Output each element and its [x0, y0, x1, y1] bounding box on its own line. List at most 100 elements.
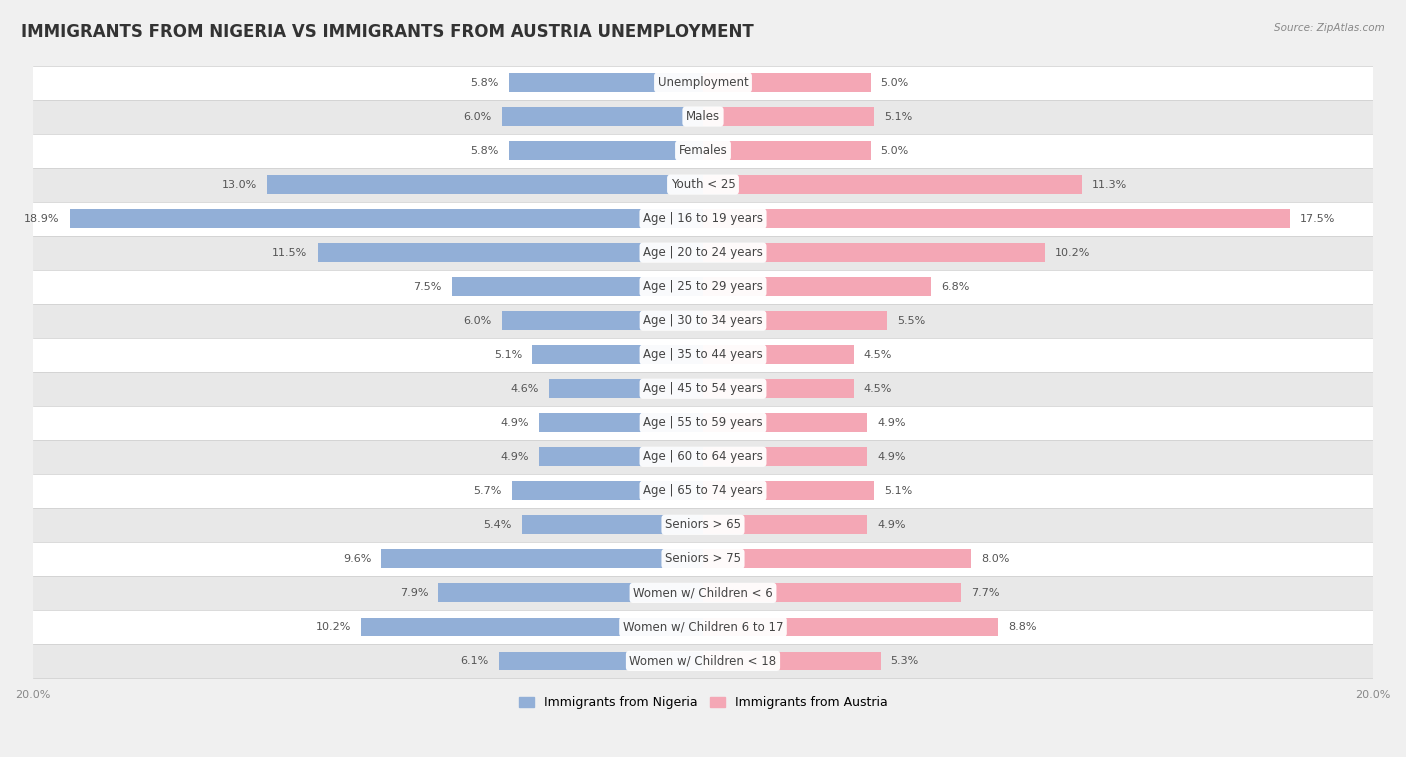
Text: Women w/ Children 6 to 17: Women w/ Children 6 to 17 [623, 621, 783, 634]
Bar [703, 243, 1045, 262]
Legend: Immigrants from Nigeria, Immigrants from Austria: Immigrants from Nigeria, Immigrants from… [513, 691, 893, 714]
Bar [703, 618, 998, 636]
Bar [703, 175, 1081, 194]
Text: 5.1%: 5.1% [884, 486, 912, 496]
Text: Age | 16 to 19 years: Age | 16 to 19 years [643, 212, 763, 225]
Bar [703, 345, 853, 364]
Bar [538, 447, 703, 466]
Text: 4.9%: 4.9% [877, 418, 905, 428]
Text: 10.2%: 10.2% [316, 621, 352, 632]
Text: 17.5%: 17.5% [1299, 213, 1334, 223]
Text: 4.5%: 4.5% [863, 350, 893, 360]
Text: Age | 55 to 59 years: Age | 55 to 59 years [643, 416, 763, 429]
Text: Age | 60 to 64 years: Age | 60 to 64 years [643, 450, 763, 463]
Bar [548, 379, 703, 398]
Text: Age | 35 to 44 years: Age | 35 to 44 years [643, 348, 763, 361]
Text: 7.9%: 7.9% [399, 588, 429, 598]
Bar [703, 209, 1289, 228]
Text: IMMIGRANTS FROM NIGERIA VS IMMIGRANTS FROM AUSTRIA UNEMPLOYMENT: IMMIGRANTS FROM NIGERIA VS IMMIGRANTS FR… [21, 23, 754, 41]
Text: 11.3%: 11.3% [1092, 179, 1128, 189]
Bar [703, 516, 868, 534]
Bar [32, 406, 1374, 440]
Bar [32, 66, 1374, 99]
Text: 4.6%: 4.6% [510, 384, 538, 394]
Bar [502, 311, 703, 330]
Text: Age | 45 to 54 years: Age | 45 to 54 years [643, 382, 763, 395]
Text: Age | 25 to 29 years: Age | 25 to 29 years [643, 280, 763, 293]
Bar [703, 550, 972, 569]
Text: 13.0%: 13.0% [222, 179, 257, 189]
Bar [703, 73, 870, 92]
Text: 8.0%: 8.0% [981, 554, 1010, 564]
Bar [267, 175, 703, 194]
Bar [703, 652, 880, 670]
Bar [32, 167, 1374, 201]
Bar [32, 201, 1374, 235]
Text: 10.2%: 10.2% [1054, 248, 1090, 257]
Bar [32, 610, 1374, 644]
Bar [32, 576, 1374, 610]
Text: 4.9%: 4.9% [877, 452, 905, 462]
Bar [703, 379, 853, 398]
Bar [32, 235, 1374, 269]
Bar [32, 644, 1374, 678]
Bar [703, 584, 962, 603]
Bar [318, 243, 703, 262]
Text: 5.0%: 5.0% [880, 145, 908, 156]
Text: 5.1%: 5.1% [884, 111, 912, 122]
Bar [531, 345, 703, 364]
Text: Age | 30 to 34 years: Age | 30 to 34 years [643, 314, 763, 327]
Text: 4.9%: 4.9% [877, 520, 905, 530]
Text: 5.3%: 5.3% [890, 656, 920, 666]
Text: 6.0%: 6.0% [464, 111, 492, 122]
Text: 5.4%: 5.4% [484, 520, 512, 530]
Bar [69, 209, 703, 228]
Text: 4.9%: 4.9% [501, 452, 529, 462]
Bar [32, 542, 1374, 576]
Text: Women w/ Children < 6: Women w/ Children < 6 [633, 587, 773, 600]
Bar [509, 142, 703, 160]
Bar [32, 304, 1374, 338]
Text: Females: Females [679, 144, 727, 157]
Bar [512, 481, 703, 500]
Bar [32, 372, 1374, 406]
Bar [499, 652, 703, 670]
Text: Age | 65 to 74 years: Age | 65 to 74 years [643, 484, 763, 497]
Bar [703, 277, 931, 296]
Text: 7.5%: 7.5% [413, 282, 441, 291]
Bar [502, 107, 703, 126]
Bar [32, 133, 1374, 167]
Bar [32, 508, 1374, 542]
Bar [538, 413, 703, 432]
Text: 5.8%: 5.8% [470, 145, 499, 156]
Bar [703, 142, 870, 160]
Bar [703, 481, 875, 500]
Bar [703, 447, 868, 466]
Text: 4.5%: 4.5% [863, 384, 893, 394]
Text: 18.9%: 18.9% [24, 213, 59, 223]
Text: 9.6%: 9.6% [343, 554, 371, 564]
Bar [703, 107, 875, 126]
Bar [32, 440, 1374, 474]
Text: 8.8%: 8.8% [1008, 621, 1036, 632]
Bar [439, 584, 703, 603]
Text: 5.5%: 5.5% [897, 316, 925, 326]
Text: 5.8%: 5.8% [470, 77, 499, 88]
Text: 7.7%: 7.7% [972, 588, 1000, 598]
Text: 5.0%: 5.0% [880, 77, 908, 88]
Text: Males: Males [686, 110, 720, 123]
Bar [451, 277, 703, 296]
Bar [522, 516, 703, 534]
Text: 5.7%: 5.7% [474, 486, 502, 496]
Bar [381, 550, 703, 569]
Text: 5.1%: 5.1% [494, 350, 522, 360]
Text: 11.5%: 11.5% [273, 248, 308, 257]
Text: 6.0%: 6.0% [464, 316, 492, 326]
Text: Women w/ Children < 18: Women w/ Children < 18 [630, 654, 776, 668]
Text: Unemployment: Unemployment [658, 76, 748, 89]
Text: Age | 20 to 24 years: Age | 20 to 24 years [643, 246, 763, 259]
Text: Seniors > 75: Seniors > 75 [665, 553, 741, 565]
Bar [32, 99, 1374, 133]
Text: 4.9%: 4.9% [501, 418, 529, 428]
Bar [32, 269, 1374, 304]
